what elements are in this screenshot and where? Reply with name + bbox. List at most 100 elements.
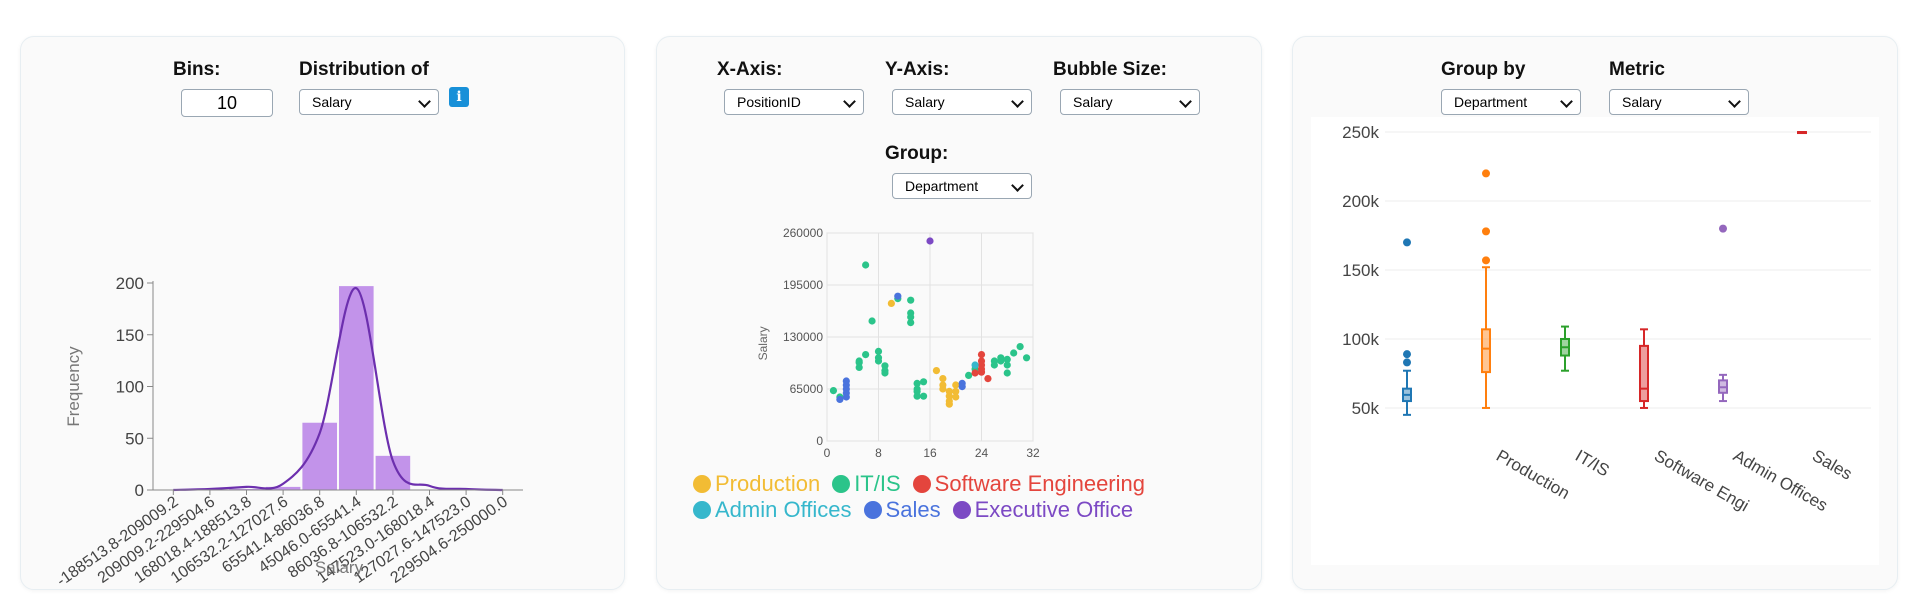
- y-tick-label: 65000: [790, 382, 824, 396]
- scatter-point: [907, 296, 915, 304]
- y-axis-select[interactable]: Salary: [892, 89, 1032, 115]
- x-axis-select-value: PositionID: [737, 94, 801, 110]
- scatter-point: [855, 357, 863, 365]
- scatter-point: [984, 375, 992, 383]
- x-axis-label: X-Axis:: [717, 59, 783, 80]
- group-select-value: Department: [905, 178, 979, 194]
- distribution-select[interactable]: Salary: [299, 89, 439, 115]
- scatter-point: [932, 367, 941, 375]
- metric-select[interactable]: Salary: [1609, 89, 1749, 115]
- y-axis-title: Salary: [757, 326, 770, 360]
- scatter-point: [913, 392, 921, 400]
- legend-item[interactable]: Sales: [863, 497, 941, 523]
- legend-label: Admin Offices: [715, 497, 852, 522]
- scatter-point: [971, 361, 979, 369]
- chevron-down-icon: [1011, 179, 1024, 192]
- box-outlier: [1482, 227, 1490, 236]
- y-tick-label: 150k: [1342, 261, 1379, 280]
- scatter-point: [939, 385, 947, 393]
- legend-item[interactable]: Admin Offices: [693, 497, 852, 523]
- box-body: [1481, 328, 1491, 374]
- distribution-label: Distribution of: [299, 59, 429, 80]
- box-outlier: [1403, 358, 1411, 367]
- histogram-bar: [265, 486, 301, 490]
- group-select[interactable]: Department: [892, 173, 1032, 199]
- scatter-point: [907, 313, 915, 321]
- bins-label: Bins:: [173, 59, 221, 80]
- density-curve: [173, 287, 503, 492]
- scatter-point: [1016, 343, 1024, 351]
- legend-item[interactable]: Software Engineering: [912, 471, 1145, 497]
- bins-input[interactable]: 10: [181, 89, 273, 117]
- scatter-point: [894, 292, 902, 300]
- chevron-down-icon: [1011, 95, 1024, 108]
- y-tick-label: 195000: [783, 278, 823, 292]
- scatter-point: [926, 237, 934, 245]
- y-axis-label: Y-Axis:: [885, 59, 950, 80]
- box-body: [1639, 344, 1649, 403]
- scatter-point: [939, 375, 947, 383]
- y-tick-label: 150: [116, 326, 144, 345]
- y-tick-label: 100k: [1342, 330, 1379, 349]
- scatter-point: [855, 363, 863, 371]
- histogram-chart: 050100150200-188513.8-209009.2209009.2-2…: [54, 274, 523, 587]
- scatter-point: [907, 319, 915, 327]
- y-tick-label: 260000: [783, 226, 823, 240]
- y-tick-label: 50k: [1352, 399, 1380, 418]
- box-outlier: [1403, 238, 1411, 247]
- y-tick-label: 200: [116, 274, 144, 293]
- y-axis-title: Frequency: [64, 346, 83, 427]
- histogram-panel: Bins: 10 Distribution of Salary i 0 50 100…: [20, 36, 625, 590]
- y-axis-select-value: Salary: [905, 94, 945, 110]
- scatter-point: [887, 299, 895, 307]
- group-by-select[interactable]: Department: [1441, 89, 1581, 115]
- scatter-point: [952, 393, 960, 401]
- scatter-point: [997, 357, 1005, 365]
- scatter-point: [868, 317, 876, 325]
- scatter-point: [990, 361, 998, 369]
- scatter-point: [1010, 349, 1018, 357]
- scatter-point: [874, 354, 883, 362]
- legend-label: Production: [715, 471, 821, 496]
- bubble-size-select[interactable]: Salary: [1060, 89, 1200, 115]
- metric-select-value: Salary: [1622, 94, 1662, 110]
- histogram-bar: [229, 488, 264, 490]
- legend-item[interactable]: Executive Office: [952, 497, 1133, 523]
- box-outlier: [1719, 224, 1727, 233]
- scatter-point: [965, 371, 973, 379]
- scatter-point: [919, 378, 928, 386]
- group-by-label: Group by: [1441, 59, 1526, 80]
- y-tick-label: 250k: [1342, 123, 1379, 142]
- y-tick-label: 50: [125, 429, 144, 448]
- legend-item[interactable]: IT/IS: [832, 471, 901, 497]
- scatter-point: [874, 347, 883, 355]
- legend-marker: [693, 501, 711, 519]
- scatter-point: [862, 351, 870, 359]
- chevron-down-icon: [418, 95, 431, 108]
- box-outlier: [1482, 169, 1490, 178]
- legend-marker: [863, 501, 882, 519]
- legend-label: IT/IS: [854, 471, 901, 496]
- y-tick-label: 130000: [783, 330, 823, 344]
- x-tick-label: 32: [1026, 446, 1040, 460]
- distribution-select-value: Salary: [312, 94, 352, 110]
- scatter-point: [971, 369, 979, 377]
- scatter-point: [842, 377, 850, 385]
- chevron-down-icon: [1560, 95, 1573, 108]
- legend-label: Sales: [885, 497, 941, 522]
- scatter-panel: X-Axis: PositionID Y-Axis: Salary Bubble…: [656, 36, 1262, 590]
- y-tick-label: 100: [116, 378, 144, 397]
- legend-marker: [693, 475, 711, 493]
- metric-label: Metric: [1609, 59, 1665, 80]
- scatter-point: [945, 400, 953, 408]
- x-tick-label: 24: [975, 446, 989, 460]
- bubble-size-select-value: Salary: [1073, 94, 1113, 110]
- x-axis-select[interactable]: PositionID: [724, 89, 864, 115]
- scatter-point: [1022, 354, 1031, 362]
- scatter-point: [952, 387, 960, 395]
- chevron-down-icon: [1728, 95, 1741, 108]
- legend-item[interactable]: Production: [693, 471, 820, 497]
- info-icon[interactable]: i: [449, 87, 469, 107]
- scatter-point: [1003, 355, 1011, 363]
- scatter-point: [913, 379, 921, 387]
